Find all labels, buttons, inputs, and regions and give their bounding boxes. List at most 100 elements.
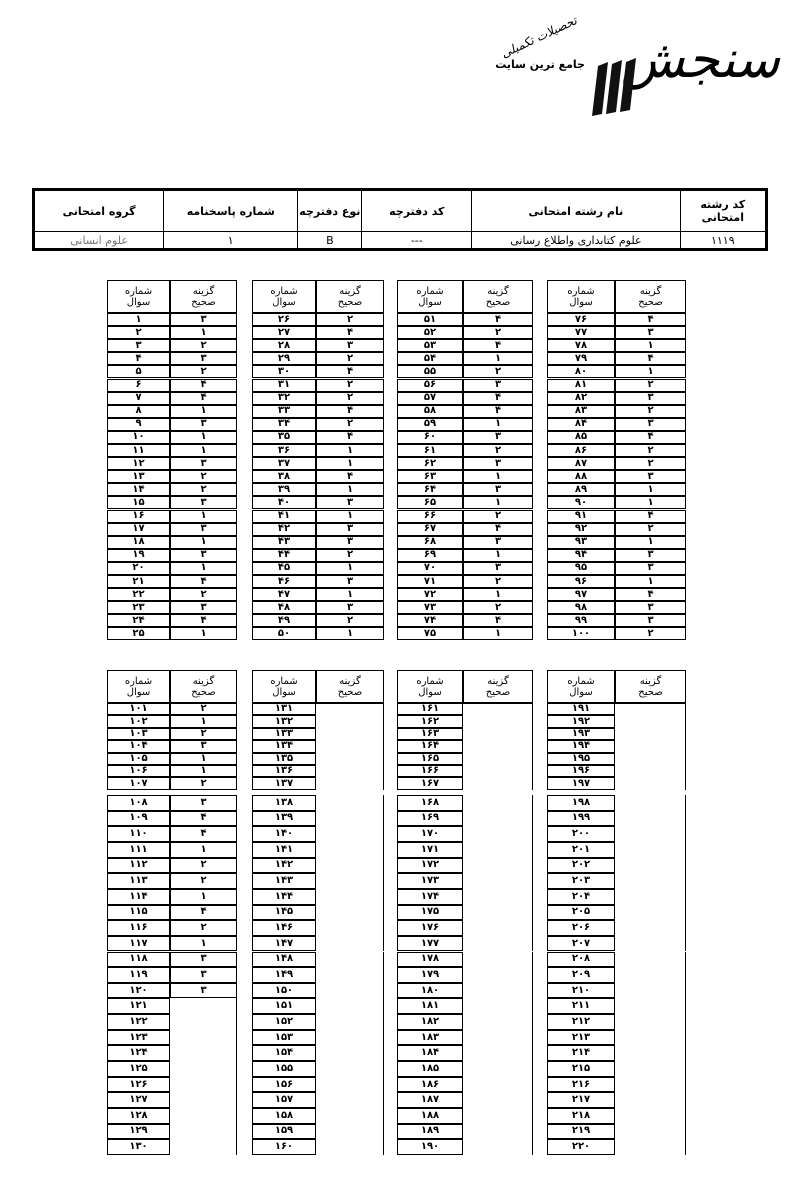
question-number: ۱۸۲ <box>397 1014 463 1030</box>
answer-blank <box>463 841 533 858</box>
header-text: گزینه <box>639 285 662 297</box>
question-number: ۲۳ <box>107 601 170 615</box>
answer-blank <box>463 1139 533 1155</box>
question-number: ۷۹ <box>547 352 615 366</box>
question-number: ۴۹ <box>252 614 316 628</box>
question-number: ۳۰ <box>252 365 316 379</box>
question-number: ۵ <box>107 365 170 379</box>
answer-blank <box>463 703 533 716</box>
question-number: ۲۰۰ <box>547 826 615 842</box>
question-number: ۲۱۲ <box>547 1014 615 1030</box>
correct-answer: ۳ <box>615 391 686 405</box>
header-text: گزینه <box>487 675 509 687</box>
answer-blank <box>463 765 533 778</box>
question-number: ۱۹۸ <box>547 795 615 811</box>
question-number: ۱۷۰ <box>397 826 463 842</box>
question-number: ۸۶ <box>547 444 615 458</box>
answer-blank <box>615 857 686 874</box>
question-number: ۱۳۲ <box>252 715 316 728</box>
answer-blank <box>170 1092 237 1108</box>
correct-answer: ۱ <box>463 352 533 366</box>
answer-blank <box>170 1061 237 1077</box>
question-number: ۱۷ <box>107 522 170 536</box>
question-number: ۱۲۸ <box>107 1108 170 1124</box>
correct-answer: ۳ <box>170 740 237 753</box>
correct-answer: ۱ <box>316 627 384 641</box>
answer-blank <box>615 967 686 983</box>
correct-answer: ۱ <box>463 496 533 510</box>
question-number: ۱۱ <box>107 444 170 458</box>
question-number: ۱۰ <box>107 430 170 444</box>
question-number: ۶۶ <box>397 509 463 523</box>
correct-answer: ۲ <box>170 703 237 716</box>
header-text: شماره <box>567 285 595 297</box>
question-number: ۵۳ <box>397 339 463 353</box>
answer-blank <box>316 967 384 983</box>
answer-blank <box>316 1014 384 1030</box>
answer-blank <box>463 888 533 905</box>
answer-blank <box>316 795 384 811</box>
correct-answer: ۴ <box>170 614 237 628</box>
question-number: ۲۴ <box>107 614 170 628</box>
answer-blank <box>615 740 686 753</box>
correct-answer: ۲ <box>170 339 237 353</box>
answer-blank <box>463 1092 533 1108</box>
correct-answer: ۱ <box>463 588 533 602</box>
question-number: ۱۶۹ <box>397 810 463 827</box>
correct-answer: ۴ <box>316 430 384 444</box>
answer-blank <box>463 727 533 741</box>
question-number: ۱۱۷ <box>107 935 170 952</box>
question-number: ۱۶۱ <box>397 703 463 716</box>
question-number: ۲۱۵ <box>547 1061 615 1077</box>
correct-answer: ۴ <box>463 614 533 628</box>
question-number: ۵۱ <box>397 313 463 327</box>
question-number: ۱۶۳ <box>397 727 463 741</box>
question-number: ۱۶۶ <box>397 765 463 778</box>
question-number: ۵۶ <box>397 378 463 392</box>
correct-answer: ۴ <box>615 352 686 366</box>
correct-answer: ۳ <box>170 601 237 615</box>
answer-blank <box>316 1061 384 1077</box>
answer-blank <box>615 1061 686 1077</box>
correct-answer: ۲ <box>463 575 533 589</box>
question-number: ۸ <box>107 404 170 418</box>
question-number: ۱۳۱ <box>252 703 316 716</box>
question-number: ۷۴ <box>397 614 463 628</box>
question-number: ۲۱۷ <box>547 1092 615 1108</box>
correct-answer: ۳ <box>615 601 686 615</box>
question-number: ۲۵ <box>107 627 170 641</box>
answer-blank <box>615 752 686 765</box>
answer-blank <box>463 935 533 952</box>
question-number: ۱۸ <box>107 535 170 549</box>
question-number: ۶۲ <box>397 457 463 471</box>
header-text: گزینه <box>339 285 361 297</box>
question-number: ۲۰۲ <box>547 857 615 874</box>
question-number: ۴۶ <box>252 575 316 589</box>
correct-answer: ۴ <box>170 904 237 921</box>
header-text: گزینه <box>339 675 361 687</box>
question-number: ۲۰۸ <box>547 951 615 968</box>
answer-blank <box>615 777 686 790</box>
question-number: ۱۷۸ <box>397 951 463 968</box>
header-text: صحیح <box>337 296 363 308</box>
correct-answer: ۱ <box>316 444 384 458</box>
correct-answer: ۳ <box>170 795 237 811</box>
question-number: ۶۹ <box>397 548 463 562</box>
correct-answer-header: گزینه صحیح <box>463 280 533 314</box>
question-number: ۱۳۸ <box>252 795 316 811</box>
correct-answer: ۳ <box>463 535 533 549</box>
question-number: ۱۶۰ <box>252 1139 316 1155</box>
header-text: شماره <box>270 675 298 687</box>
correct-answer: ۱ <box>170 404 237 418</box>
question-number-header: شماره سوال <box>547 670 615 704</box>
question-number: ۱۴۳ <box>252 873 316 889</box>
question-number: ۶۴ <box>397 483 463 497</box>
answer-blank <box>615 826 686 842</box>
answer-blank <box>316 1045 384 1062</box>
correct-answer: ۱ <box>170 430 237 444</box>
answer-blank <box>615 715 686 728</box>
correct-answer: ۴ <box>170 810 237 827</box>
question-number: ۷۵ <box>397 627 463 641</box>
answer-blank <box>615 727 686 741</box>
answer-blank <box>615 1014 686 1030</box>
